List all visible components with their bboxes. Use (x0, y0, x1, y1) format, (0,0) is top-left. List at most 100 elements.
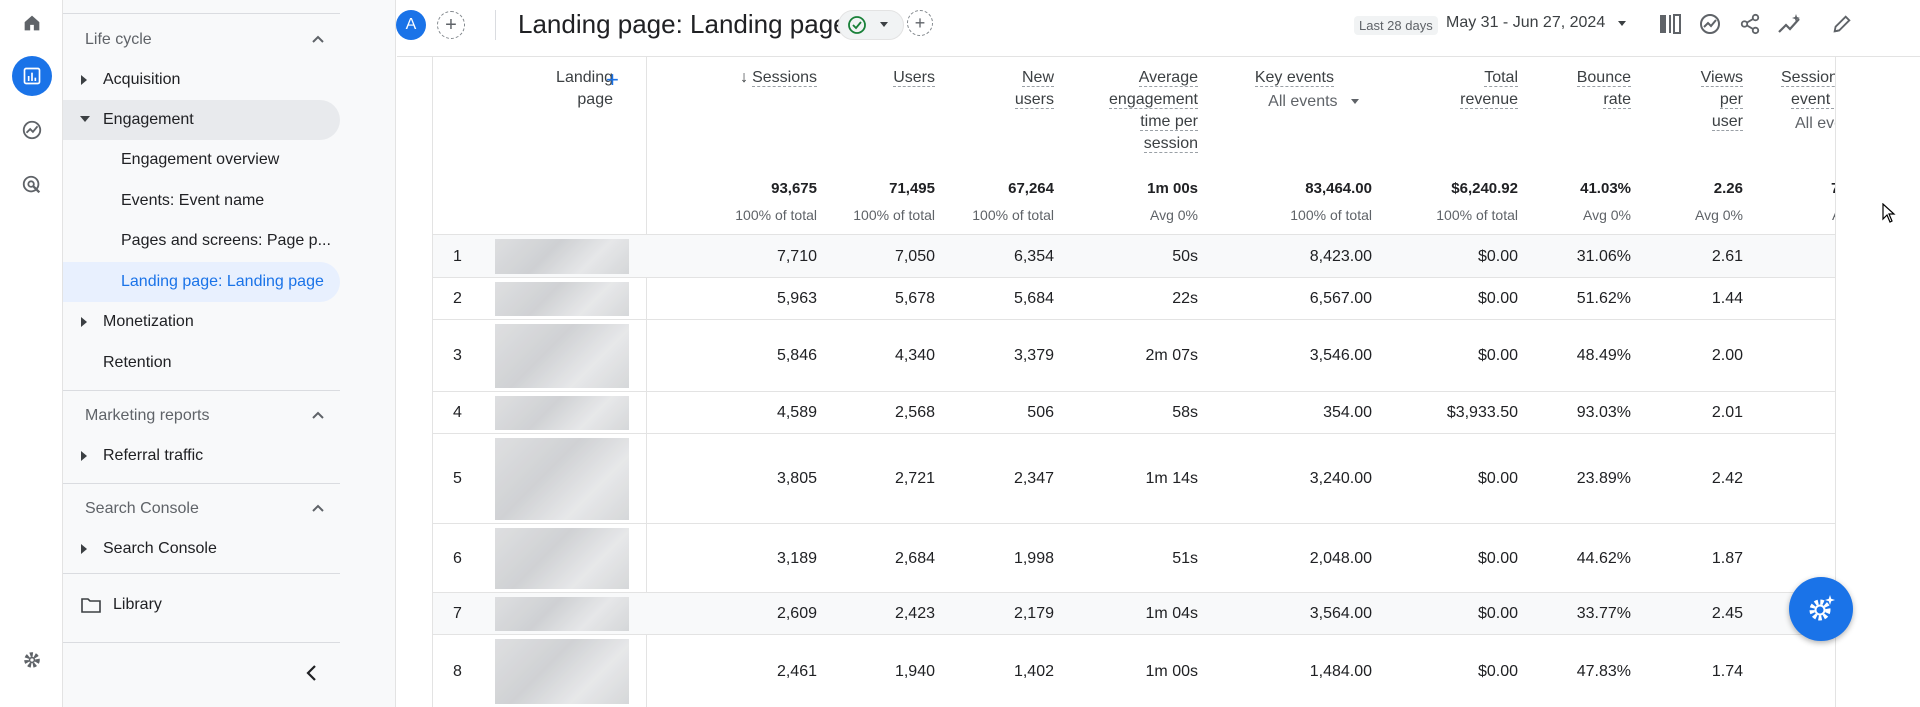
cell-avg: 1m 04s (1145, 605, 1198, 622)
column-header-total-revenue[interactable]: Total revenue (1372, 67, 1518, 111)
gear-icon[interactable] (12, 640, 52, 680)
column-header-sessions[interactable]: ↓ Sessions (647, 67, 817, 89)
redacted-landing-page[interactable] (495, 438, 629, 520)
add-comparison-button[interactable]: + (437, 11, 465, 39)
date-preset-label: Last 28 days (1354, 16, 1438, 35)
session-rate-filter[interactable]: All events (1795, 115, 1835, 132)
advertising-icon[interactable] (12, 165, 52, 205)
column-header-key-events[interactable]: Key events All events (1198, 67, 1372, 113)
cell-rate: 62.8 (1743, 550, 1835, 568)
nav-item-pages-screens[interactable]: Pages and screens: Page p... (63, 221, 340, 261)
cell-views: 2.01 (1711, 404, 1743, 421)
header-line: Key events (1254, 69, 1334, 87)
nav-item-search-console[interactable]: Search Console (63, 529, 340, 569)
redacted-landing-page[interactable] (495, 239, 629, 274)
cell-bounce: 31.06% (1576, 248, 1631, 265)
nav-item-acquisition[interactable]: Acquisition (63, 60, 340, 100)
nav-item-events[interactable]: Events: Event name (63, 181, 340, 221)
table-row[interactable]: 4 4,589 2,568 506 58s 354.00 $3,933.50 93.03% 2.… (433, 391, 1835, 433)
assistant-fab[interactable] (1789, 577, 1853, 641)
nav-item-monetization[interactable]: Monetization (63, 302, 340, 342)
nav-item-library[interactable]: Library (63, 585, 340, 625)
nav-item-landing-page[interactable]: Landing page: Landing page (63, 262, 340, 302)
column-header-views-per-user[interactable]: Views per user (1631, 67, 1743, 133)
cell-users: 1,940 (894, 663, 935, 680)
comparison-avatar[interactable]: A (396, 10, 426, 40)
cell-rev: $0.00 (1477, 248, 1518, 265)
header-line: users (1014, 91, 1054, 109)
column-header-bounce-rate[interactable]: Bounce rate (1518, 67, 1631, 111)
table-row[interactable]: 8 2,461 1,940 1,402 1m 00s 1,484.00 $0.00 47.83… (433, 634, 1835, 707)
cell-avg: 51s (1172, 550, 1198, 567)
table-row[interactable]: 6 3,189 2,684 1,998 51s 2,048.00 $0.00 44.62% 1.… (433, 523, 1835, 592)
caret-down-icon (80, 116, 90, 122)
cell-rev: $0.00 (1477, 347, 1518, 364)
share-icon[interactable] (1734, 8, 1766, 40)
nav-item-engagement-overview[interactable]: Engagement overview (63, 140, 340, 180)
insights-icon[interactable] (1694, 8, 1726, 40)
report-status-menu[interactable] (838, 10, 904, 40)
redacted-landing-page[interactable] (495, 528, 629, 589)
cell-rev: $3,933.50 (1446, 404, 1518, 421)
add-filter-button[interactable]: + (907, 10, 933, 36)
nav-label: Acquisition (103, 71, 181, 88)
header-line: page (577, 91, 613, 108)
nav-item-referral-traffic[interactable]: Referral traffic (63, 436, 340, 476)
cell-bounce: 51.62% (1576, 290, 1631, 307)
nav-item-engagement[interactable]: Engagement (63, 100, 340, 140)
header-line: Session k (1781, 69, 1835, 87)
table-row[interactable]: 1 7,710 7,050 6,354 50s 8,423.00 $0.00 31.06% 2.… (433, 234, 1835, 277)
compare-icon[interactable] (1654, 8, 1686, 40)
key-events-filter[interactable]: All events (1198, 91, 1372, 113)
row-number: 2 (453, 290, 462, 307)
pencil-icon[interactable] (1826, 8, 1858, 40)
column-header-session-key-event-rate[interactable]: Session k event ra All events (1743, 67, 1835, 135)
home-icon[interactable] (12, 3, 52, 43)
total-avg-engagement-sub: Avg 0% (1150, 207, 1198, 223)
section-header-lifecycle[interactable]: Life cycle (63, 20, 340, 60)
date-dropdown-icon[interactable] (1617, 20, 1627, 28)
column-header-landing-page[interactable]: Landing page (513, 67, 613, 111)
nav-label: Search Console (103, 540, 217, 557)
redacted-landing-page[interactable] (495, 282, 629, 316)
cell-key: 3,546.00 (1309, 347, 1372, 364)
redacted-landing-page[interactable] (495, 597, 629, 631)
sparkle-icon[interactable] (1774, 8, 1806, 40)
date-range-picker[interactable]: May 31 - Jun 27, 2024 (1446, 14, 1606, 31)
reports-icon[interactable] (12, 56, 52, 96)
cell-users: 7,050 (894, 248, 935, 265)
add-dimension-button[interactable]: + (606, 67, 619, 92)
table-row[interactable]: 3 5,846 4,340 3,379 2m 07s 3,546.00 $0.00 48.49… (433, 319, 1835, 391)
redacted-landing-page[interactable] (495, 396, 629, 430)
cell-rate: 58.3 (1743, 347, 1835, 365)
total-views-per-user: 2.26 (1713, 180, 1743, 197)
cell-avg: 2m 07s (1145, 347, 1198, 364)
section-header-search-console[interactable]: Search Console (63, 489, 340, 529)
explore-icon[interactable] (12, 110, 52, 150)
redacted-landing-page[interactable] (495, 639, 629, 704)
redacted-landing-page[interactable] (495, 324, 629, 388)
cell-bounce: 44.62% (1576, 550, 1631, 567)
cell-views: 2.00 (1711, 347, 1743, 364)
cell-bounce: 48.49% (1576, 347, 1631, 364)
total-avg-engagement: 1m 00s (1147, 180, 1198, 197)
collapse-chevron-icon[interactable] (304, 664, 320, 682)
cell-new_users: 3,379 (1013, 347, 1054, 364)
row-number: 1 (453, 248, 462, 265)
cell-sessions: 2,609 (776, 605, 817, 622)
header-line: Landing (556, 69, 613, 86)
nav-item-retention[interactable]: Retention (63, 343, 340, 383)
section-header-marketing[interactable]: Marketing reports (63, 396, 340, 436)
table-row[interactable]: 5 3,805 2,721 2,347 1m 14s 3,240.00 $0.00 23.89… (433, 433, 1835, 523)
column-header-avg-engagement[interactable]: Average engagement time per session (1054, 67, 1198, 155)
table-row[interactable]: 7 2,609 2,423 2,179 1m 04s 3,564.00 $0.00 33.77… (433, 592, 1835, 634)
nav-label: Library (113, 596, 162, 613)
cell-views: 1.87 (1711, 550, 1743, 567)
cell-rate: 65.0 (1743, 470, 1835, 488)
table-row[interactable]: 2 5,963 5,678 5,684 22s 6,567.00 $0.00 51.62% 1.… (433, 277, 1835, 319)
column-header-users[interactable]: Users (817, 67, 935, 89)
cell-users: 2,684 (894, 550, 935, 567)
chevron-up-icon (312, 504, 324, 512)
column-header-new-users[interactable]: New users (935, 67, 1054, 111)
header-line: rate (1603, 91, 1631, 109)
